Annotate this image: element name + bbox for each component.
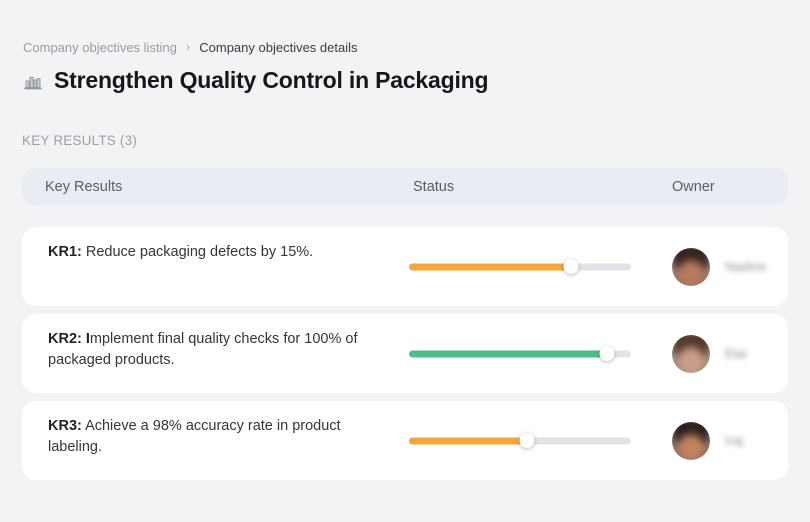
key-result-text: KR2: Implement final quality checks for …	[22, 314, 393, 371]
status-progress-slider[interactable]	[409, 259, 631, 274]
key-result-text: KR1: Reduce packaging defects by 15%.	[22, 227, 393, 263]
chevron-right-icon: ›	[185, 39, 191, 54]
breadcrumb-current-objectives-details: Company objectives details	[199, 40, 358, 55]
key-result-description: Reduce packaging defects by 15%.	[81, 244, 314, 260]
column-header-key-results: Key Results	[45, 178, 123, 195]
status-progress-slider[interactable]	[409, 346, 631, 361]
column-header-owner: Owner	[672, 178, 715, 195]
progress-fill	[409, 350, 607, 357]
page-title-row: Strengthen Quality Control in Packaging	[23, 67, 489, 94]
owner-avatar-img	[672, 247, 710, 286]
owner-cell: Nadine	[672, 247, 767, 286]
owner-avatar	[672, 421, 710, 460]
key-result-row[interactable]: KR3: Achieve a 98% accuracy rate in prod…	[22, 401, 788, 480]
owner-cell: Iraj	[672, 421, 744, 460]
owner-cell: Elai	[672, 334, 747, 373]
breadcrumb-link-objectives-listing[interactable]: Company objectives listing	[23, 40, 177, 55]
owner-avatar	[672, 334, 710, 373]
status-progress-slider[interactable]	[409, 433, 631, 448]
owner-avatar-img	[672, 421, 710, 460]
owner-avatar	[672, 247, 710, 286]
column-header-status: Status	[413, 178, 455, 195]
page-title: Strengthen Quality Control in Packaging	[54, 67, 489, 93]
buildings-icon	[23, 71, 43, 91]
key-results-section-label: KEY RESULTS (3)	[22, 133, 138, 148]
progress-knob[interactable]	[599, 346, 615, 361]
owner-avatar-img	[672, 334, 710, 373]
key-result-label: KR3:	[48, 418, 82, 434]
key-result-row[interactable]: KR2: Implement final quality checks for …	[22, 314, 788, 393]
progress-fill	[409, 263, 572, 270]
progress-fill	[409, 437, 527, 444]
breadcrumb: Company objectives listing › Company obj…	[23, 39, 358, 55]
owner-name: Elai	[725, 346, 747, 361]
key-result-label: KR1:	[48, 244, 82, 260]
key-results-table-header: Key Results Status Owner	[22, 168, 788, 205]
progress-knob[interactable]	[563, 259, 579, 274]
key-result-description: mplement final quality checks for 100% o…	[48, 331, 358, 368]
owner-name: Nadine	[725, 259, 767, 274]
key-result-description: Achieve a 98% accuracy rate in product l…	[48, 418, 341, 455]
key-result-text: KR3: Achieve a 98% accuracy rate in prod…	[22, 401, 393, 458]
owner-name: Iraj	[725, 433, 744, 448]
progress-knob[interactable]	[519, 433, 535, 448]
key-result-label: KR2: I	[48, 331, 90, 347]
key-result-row[interactable]: KR1: Reduce packaging defects by 15%. Na…	[22, 227, 788, 306]
kr-rows: KR1: Reduce packaging defects by 15%. Na…	[22, 227, 788, 480]
